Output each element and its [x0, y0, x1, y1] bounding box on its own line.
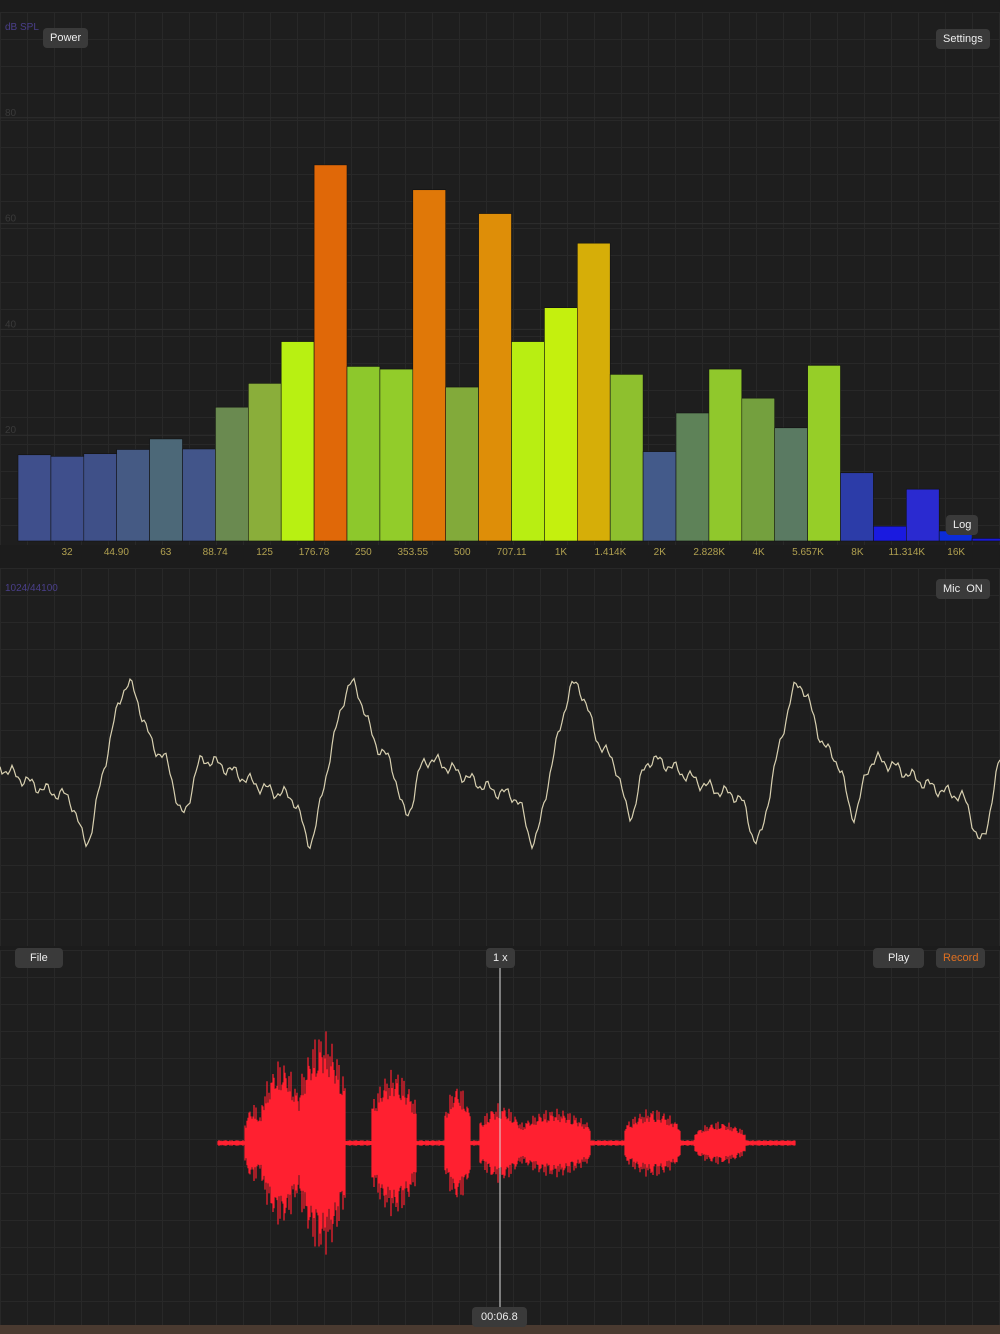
speed-button[interactable]: 1 x — [486, 948, 515, 968]
recorded-waveform — [217, 1031, 796, 1255]
bar — [675, 412, 710, 542]
settings-button[interactable]: Settings — [936, 29, 990, 49]
bar — [280, 341, 315, 542]
x-tick-label: 44.90 — [104, 547, 129, 558]
bar — [50, 456, 85, 542]
bar — [576, 242, 611, 542]
bar — [215, 406, 249, 542]
record-button[interactable]: Record — [936, 948, 986, 968]
bar — [346, 366, 381, 542]
bar — [445, 386, 479, 542]
x-tick-label: 353.55 — [398, 547, 429, 558]
mic-button[interactable]: Mic ON — [936, 579, 990, 599]
power-button[interactable]: Power — [43, 28, 89, 48]
x-tick-label: 11.314K — [889, 547, 926, 558]
bar — [774, 427, 808, 542]
x-tick-label: 2K — [654, 547, 667, 558]
x-tick-label: 250 — [355, 547, 372, 558]
y-tick-label: 40 — [5, 319, 17, 330]
bar — [741, 397, 775, 542]
x-tick-label: 63 — [160, 547, 172, 558]
x-tick-label: 500 — [454, 547, 471, 558]
bar — [642, 451, 677, 542]
bar — [17, 454, 52, 542]
bar — [182, 448, 216, 542]
bar — [708, 368, 743, 542]
bar — [478, 213, 512, 542]
time-label: 00:06.8 — [472, 1307, 527, 1327]
bottom-strip — [0, 1325, 1000, 1334]
bar — [840, 472, 874, 542]
x-tick-label: 2.828K — [693, 547, 725, 558]
y-tick-label: 60 — [5, 214, 17, 225]
live-waveform — [0, 677, 1000, 851]
play-button[interactable]: Play — [873, 948, 925, 968]
x-tick-label: 1.414K — [595, 547, 627, 558]
bar — [807, 365, 841, 542]
file-button[interactable]: File — [15, 948, 63, 968]
bar — [544, 307, 578, 542]
x-tick-label: 1K — [555, 547, 568, 558]
y-tick-label: 80 — [5, 108, 17, 119]
bar — [905, 488, 940, 542]
bar — [248, 383, 282, 542]
x-tick-label: 32 — [61, 547, 73, 558]
x-tick-label: 5.657K — [792, 547, 824, 558]
bar — [609, 374, 644, 542]
bar — [149, 438, 183, 542]
bar — [873, 525, 907, 542]
bar — [116, 449, 150, 542]
bar — [412, 189, 446, 542]
waveform-label: 1024/44100 — [5, 583, 58, 594]
x-tick-label: 176.78 — [299, 547, 330, 558]
bar — [511, 341, 545, 542]
bar — [83, 453, 118, 542]
x-tick-label: 125 — [256, 547, 273, 558]
x-tick-label: 4K — [752, 547, 765, 558]
y-tick-label: 20 — [5, 425, 17, 436]
x-tick-label: 8K — [851, 547, 864, 558]
bar — [971, 538, 1000, 542]
bar — [379, 368, 414, 542]
bar — [313, 164, 348, 542]
x-tick-label: 16K — [947, 547, 965, 558]
log-button[interactable]: Log — [946, 515, 979, 535]
x-tick-label: 88.74 — [203, 547, 228, 558]
y-axis-label: dB SPL — [5, 22, 39, 33]
x-tick-label: 707.11 — [497, 547, 527, 558]
